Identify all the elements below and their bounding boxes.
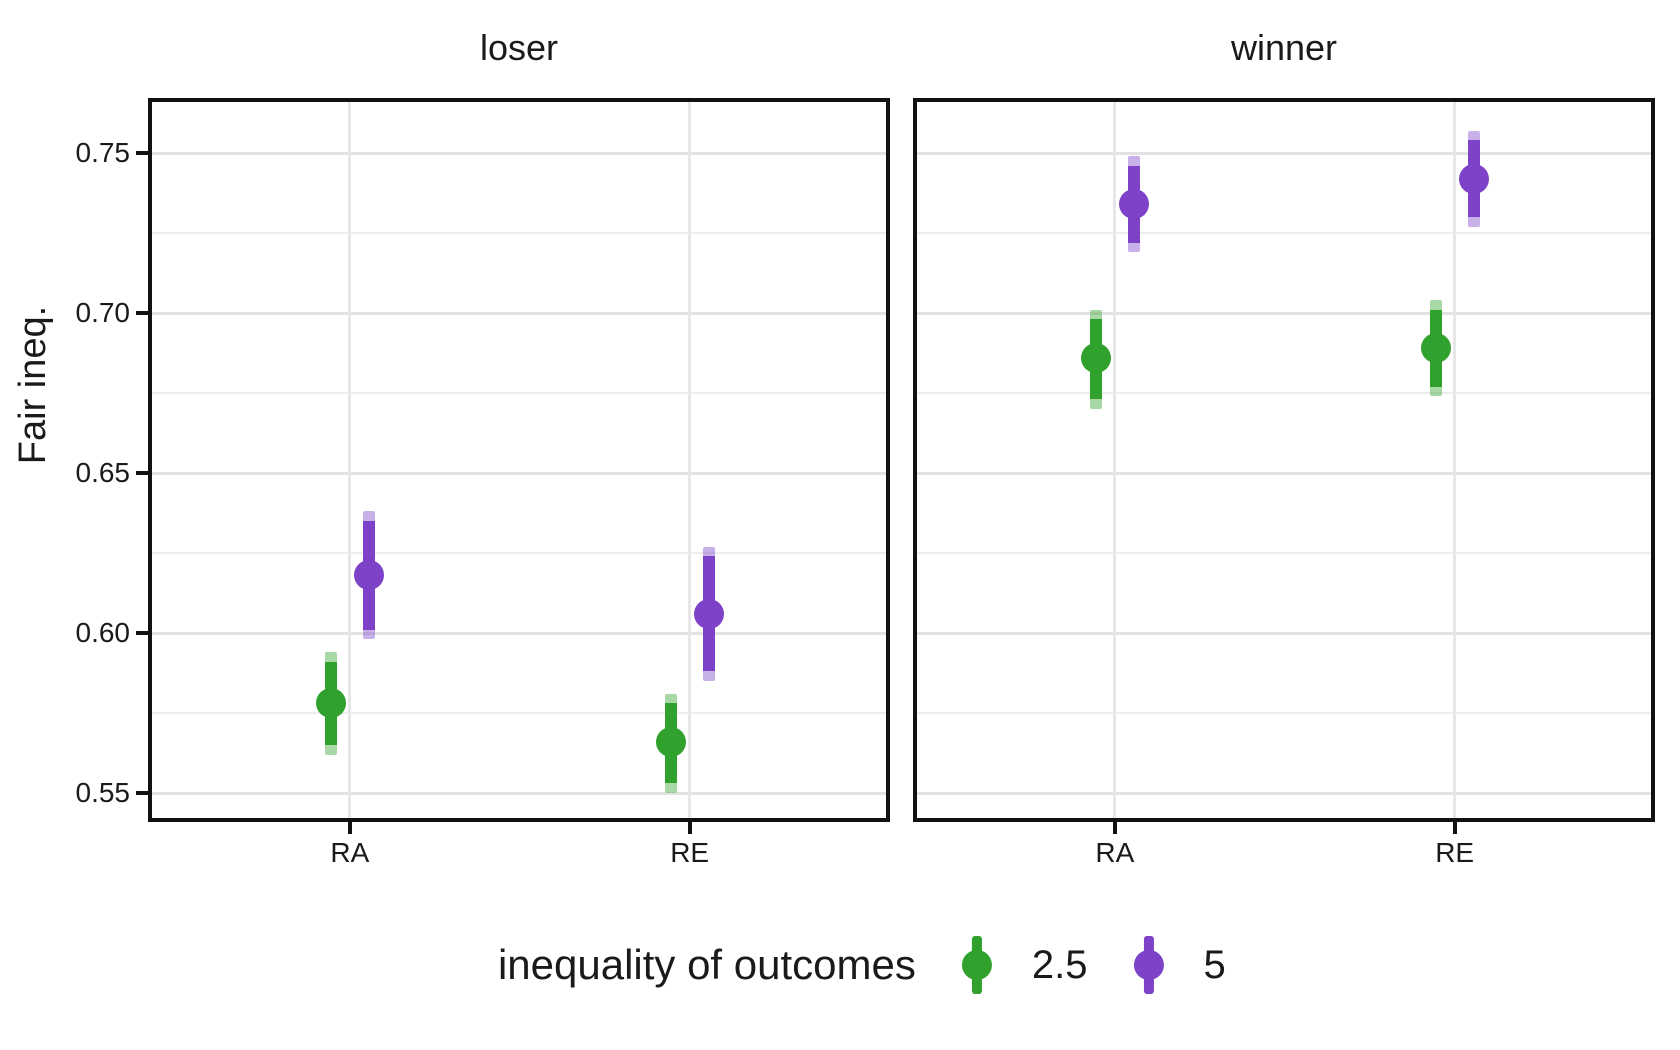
gridline-major — [917, 631, 1651, 635]
gridline-minor — [152, 552, 886, 554]
gridline-minor — [152, 232, 886, 234]
legend-item-label: 2.5 — [1031, 942, 1088, 987]
point-estimate — [315, 688, 346, 719]
gridline-minor — [917, 712, 1651, 714]
x-tick-label: RA — [1095, 837, 1135, 868]
gridline-minor — [917, 392, 1651, 394]
x-tick-label: RE — [1435, 837, 1475, 868]
legend-item: 5 — [1133, 927, 1226, 1003]
gridline-category — [1113, 102, 1117, 818]
legend-item-label: 5 — [1203, 942, 1226, 987]
y-tick-label: 0.65 — [75, 457, 131, 488]
gridline-minor — [917, 232, 1651, 234]
gridline-major — [152, 791, 886, 795]
legend-item: 2.5 — [961, 927, 1088, 1003]
gridline-major — [152, 311, 886, 315]
legend-key-icon — [961, 927, 992, 1003]
legend-key-icon — [1133, 927, 1164, 1003]
legend-title: inequality of outcomes — [497, 941, 916, 988]
legend-key-dot — [961, 950, 992, 980]
gridline-minor — [152, 712, 886, 714]
point-estimate — [693, 598, 724, 629]
gridline-major — [917, 151, 1651, 155]
y-tick-label: 0.60 — [75, 617, 131, 648]
legend-key-dot — [1133, 950, 1164, 980]
gridline-minor — [152, 392, 886, 394]
y-tick-label: 0.75 — [75, 137, 131, 168]
gridline-category — [1453, 102, 1457, 818]
point-estimate — [1080, 342, 1111, 373]
x-tick — [1452, 822, 1457, 834]
x-tick — [1112, 822, 1117, 834]
y-tick — [136, 791, 148, 795]
y-tick-label: 0.55 — [75, 777, 131, 808]
y-tick — [136, 471, 148, 475]
facet-title-loser: loser — [479, 27, 559, 68]
x-tick-label: RE — [670, 837, 710, 868]
y-tick — [136, 311, 148, 315]
y-axis-title: Fair ineq. — [12, 305, 54, 465]
gridline-category — [348, 102, 352, 818]
gridline-major — [917, 471, 1651, 475]
gridline-minor — [917, 552, 1651, 554]
gridline-major — [152, 471, 886, 475]
point-estimate — [1458, 163, 1489, 194]
legend-items: 2.5 5 — [961, 927, 1226, 1003]
gridline-major — [917, 791, 1651, 795]
gridline-major — [152, 151, 886, 155]
point-estimate — [655, 726, 686, 757]
point-estimate — [1420, 333, 1451, 364]
y-tick — [136, 151, 148, 155]
facet-title-winner: winner — [1230, 27, 1338, 68]
x-tick — [347, 822, 352, 834]
gridline-category — [688, 102, 692, 818]
facet-panel-loser — [148, 98, 890, 822]
x-tick — [687, 822, 692, 834]
legend: inequality of outcomes 2.5 5 — [498, 922, 1226, 1008]
x-tick-label: RA — [330, 837, 370, 868]
point-estimate — [353, 560, 384, 591]
gridline-major — [917, 311, 1651, 315]
gridline-major — [152, 631, 886, 635]
point-estimate — [1118, 189, 1149, 220]
facet-panel-winner — [913, 98, 1655, 822]
y-tick — [136, 631, 148, 635]
y-tick-label: 0.70 — [75, 297, 131, 328]
